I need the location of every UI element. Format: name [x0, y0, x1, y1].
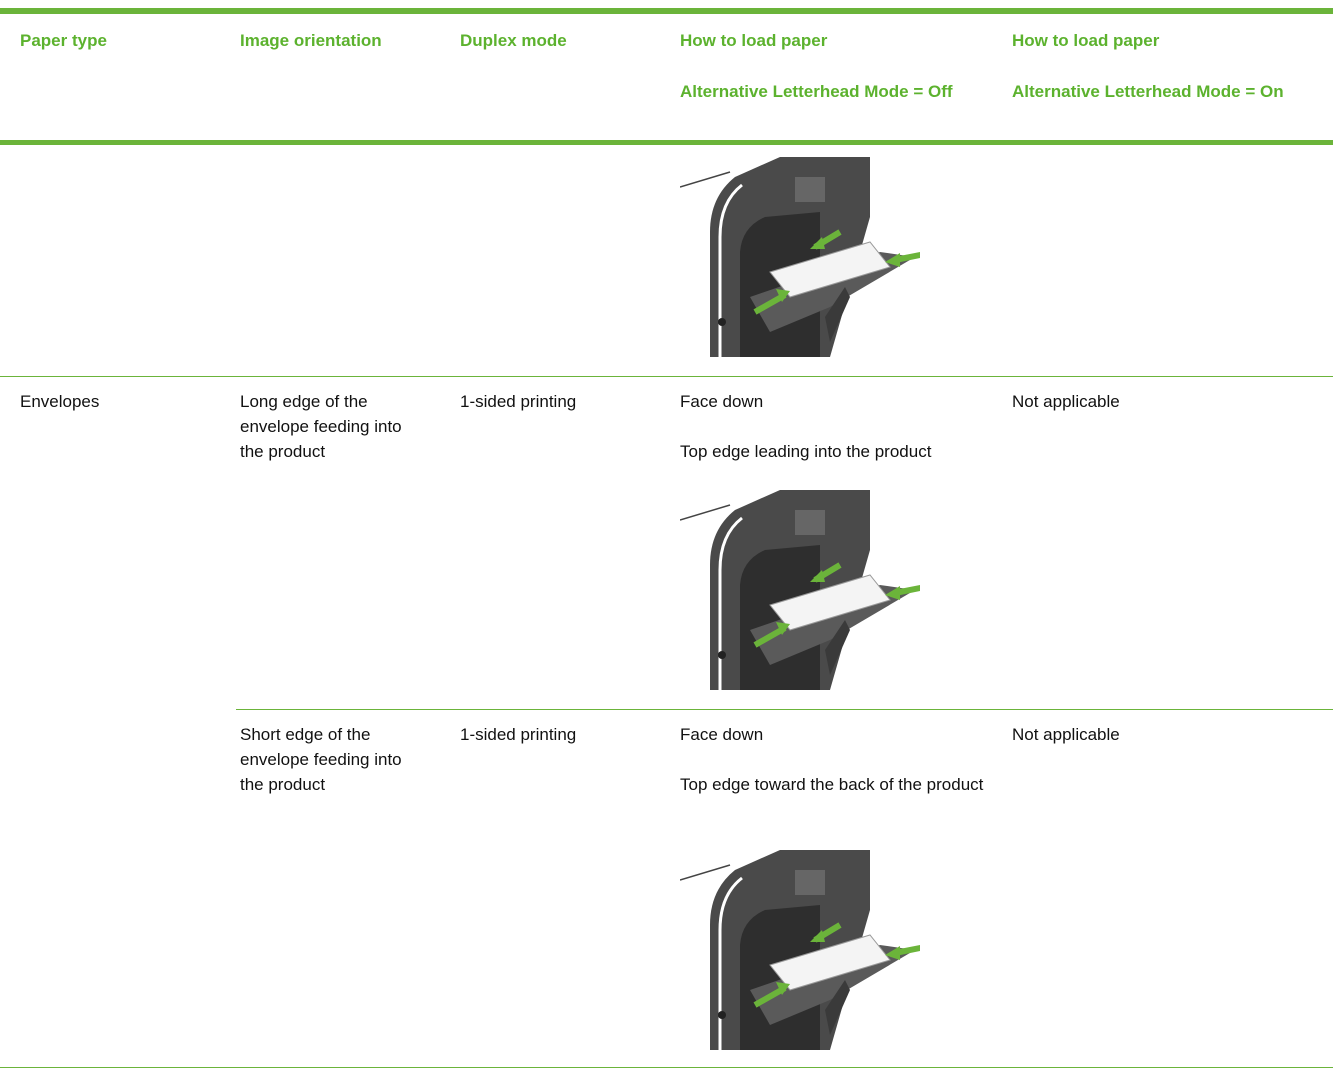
load-off: Top edge toward the back of the product [680, 775, 984, 794]
duplex: 1-sided printing [460, 725, 577, 744]
illustration [680, 850, 920, 1050]
load-off: Face down [680, 392, 764, 411]
paper-type: Envelopes [20, 392, 100, 411]
row-rule [0, 1067, 1333, 1068]
illustration [680, 490, 920, 690]
column-subtitle: Alternative Letterhead Mode = On [1012, 82, 1284, 101]
duplex: 1-sided printing [460, 392, 577, 411]
column-subtitle: Alternative Letterhead Mode = Off [680, 82, 953, 101]
orientation: Short edge of the envelope feeding into … [240, 725, 402, 794]
load-off: Top edge leading into the product [680, 442, 932, 461]
column-title: Duplex mode [460, 31, 567, 50]
column-title: Paper type [20, 31, 107, 50]
column-title: Image orientation [240, 31, 382, 50]
load-off: Face down [680, 725, 764, 744]
load-on: Not applicable [1012, 392, 1120, 411]
row-rule [0, 376, 1333, 377]
column-title: How to load paper [1012, 31, 1160, 50]
row-rule [236, 709, 1333, 710]
top-rule [0, 8, 1333, 14]
header-rule [0, 140, 1333, 145]
column-title: How to load paper [680, 31, 828, 50]
illustration [680, 157, 920, 357]
orientation: Long edge of the envelope feeding into t… [240, 392, 402, 461]
load-on: Not applicable [1012, 725, 1120, 744]
